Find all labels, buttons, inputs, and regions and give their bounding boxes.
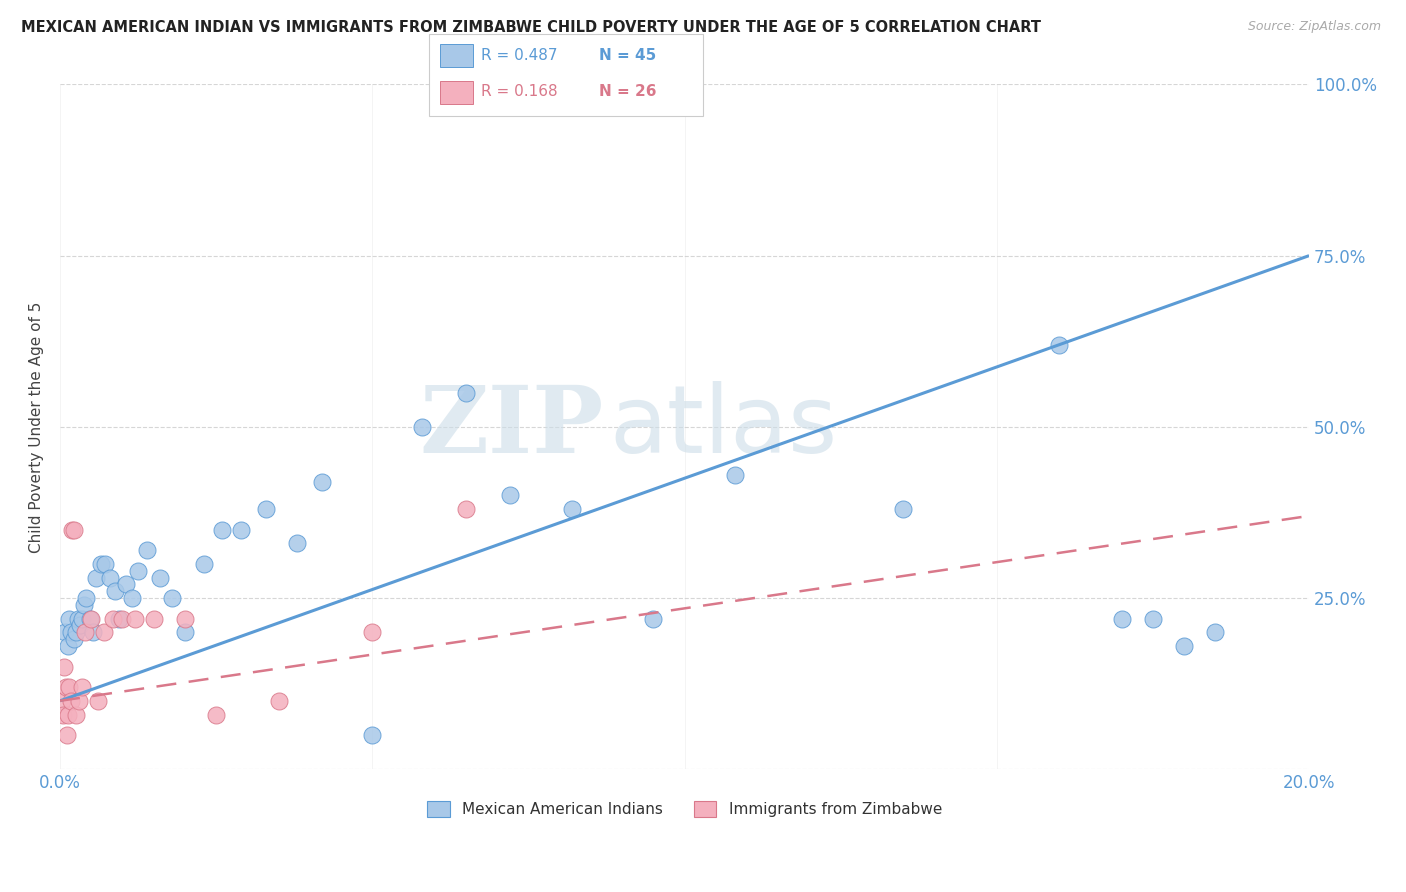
Point — [142, 612, 165, 626]
Point — [1204, 625, 1226, 640]
Point — [361, 625, 384, 640]
Point — [84, 570, 107, 584]
Point — [891, 502, 914, 516]
Text: atlas: atlas — [610, 381, 838, 473]
Point — [66, 612, 89, 626]
Point — [643, 612, 665, 626]
Point — [162, 591, 184, 606]
Point — [65, 707, 87, 722]
Text: N = 26: N = 26 — [599, 84, 657, 99]
Point — [90, 557, 112, 571]
Point — [411, 420, 433, 434]
Legend: Mexican American Indians, Immigrants from Zimbabwe: Mexican American Indians, Immigrants fro… — [420, 795, 948, 823]
Point — [561, 502, 583, 516]
Point — [53, 625, 76, 640]
Point — [267, 694, 290, 708]
Point — [114, 577, 136, 591]
Point — [231, 523, 253, 537]
Point — [723, 467, 745, 482]
Point — [111, 612, 134, 626]
Point — [1173, 639, 1195, 653]
Point — [60, 523, 83, 537]
Point — [454, 502, 477, 516]
Point — [69, 618, 91, 632]
Point — [62, 523, 84, 537]
Y-axis label: Child Poverty Under the Age of 5: Child Poverty Under the Age of 5 — [30, 301, 44, 552]
Point — [136, 543, 159, 558]
Point — [70, 612, 93, 626]
FancyBboxPatch shape — [440, 44, 472, 67]
Point — [311, 475, 333, 489]
Text: Source: ZipAtlas.com: Source: ZipAtlas.com — [1247, 20, 1381, 33]
Point — [86, 694, 108, 708]
Point — [108, 612, 131, 626]
Point — [79, 612, 101, 626]
Point — [56, 728, 79, 742]
Point — [1047, 337, 1070, 351]
Point — [1142, 612, 1164, 626]
Point — [174, 612, 197, 626]
Point — [254, 502, 277, 516]
FancyBboxPatch shape — [440, 81, 472, 104]
Point — [285, 536, 308, 550]
Point — [98, 570, 121, 584]
Point — [94, 557, 117, 571]
Point — [454, 385, 477, 400]
Point — [361, 728, 384, 742]
Point — [149, 570, 172, 584]
Point — [93, 625, 115, 640]
Point — [51, 694, 73, 708]
Point — [58, 612, 80, 626]
Text: N = 45: N = 45 — [599, 48, 657, 62]
Point — [121, 591, 143, 606]
Text: MEXICAN AMERICAN INDIAN VS IMMIGRANTS FROM ZIMBABWE CHILD POVERTY UNDER THE AGE : MEXICAN AMERICAN INDIAN VS IMMIGRANTS FR… — [21, 20, 1040, 35]
Point — [80, 612, 103, 626]
Point — [499, 488, 522, 502]
Point — [65, 625, 87, 640]
Point — [52, 707, 75, 722]
Point — [205, 707, 228, 722]
Point — [55, 680, 77, 694]
Text: R = 0.487: R = 0.487 — [481, 48, 557, 62]
Point — [101, 612, 124, 626]
Point — [56, 707, 79, 722]
Point — [174, 625, 197, 640]
Point — [59, 694, 82, 708]
Point — [193, 557, 215, 571]
Point — [56, 639, 79, 653]
Point — [70, 680, 93, 694]
Point — [53, 659, 76, 673]
Point — [127, 564, 149, 578]
Point — [60, 625, 83, 640]
Point — [124, 612, 146, 626]
Text: R = 0.168: R = 0.168 — [481, 84, 558, 99]
Point — [1111, 612, 1133, 626]
Point — [73, 625, 96, 640]
FancyBboxPatch shape — [429, 34, 703, 116]
Point — [82, 625, 104, 640]
Point — [62, 632, 84, 647]
Point — [67, 694, 90, 708]
Point — [73, 598, 96, 612]
Point — [75, 591, 97, 606]
Point — [211, 523, 233, 537]
Point — [58, 680, 80, 694]
Text: ZIP: ZIP — [419, 382, 603, 472]
Point — [104, 584, 127, 599]
